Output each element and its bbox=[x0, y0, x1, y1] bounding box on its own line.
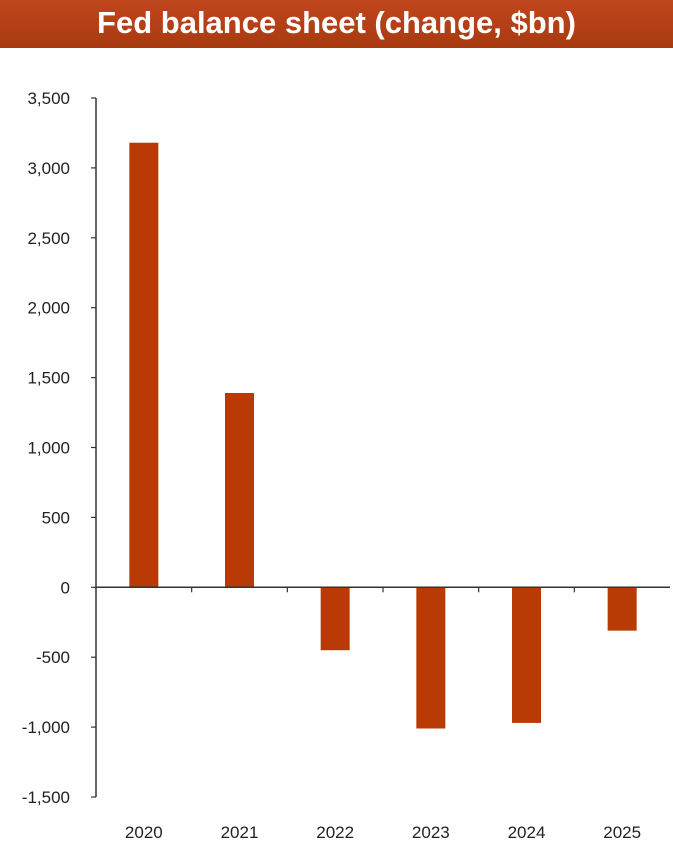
y-tick-label: 2,500 bbox=[27, 229, 70, 248]
bar-chart: 3,500 3,000 2,500 2,000 1,500 1,000 500 0 -500 -1… bbox=[22, 89, 670, 842]
bar-2024 bbox=[512, 587, 541, 723]
y-tick-label: 2,000 bbox=[27, 299, 70, 318]
y-tick-label: 1,500 bbox=[27, 369, 70, 388]
bar-2020 bbox=[129, 142, 159, 588]
y-tick-label: -1,500 bbox=[22, 788, 70, 807]
x-tick-label: 2023 bbox=[412, 823, 450, 842]
x-tick-label: 2025 bbox=[603, 823, 641, 842]
y-tick-label: 3,000 bbox=[27, 159, 70, 178]
y-tick-label: 500 bbox=[42, 508, 70, 527]
y-tick-label: 1,000 bbox=[27, 439, 70, 458]
x-tick-label: 2020 bbox=[125, 823, 163, 842]
bars bbox=[129, 142, 637, 729]
chart-title: Fed balance sheet (change, $bn) bbox=[0, 0, 673, 48]
x-tick-label: 2022 bbox=[316, 823, 354, 842]
y-tick-label: 0 bbox=[61, 578, 70, 597]
x-tick-label: 2024 bbox=[508, 823, 546, 842]
y-tick-label: -500 bbox=[36, 648, 70, 667]
y-tick-label: 3,500 bbox=[27, 89, 70, 108]
bar-2025 bbox=[607, 587, 637, 631]
x-tick-label: 2021 bbox=[221, 823, 259, 842]
x-axis: 2020 2021 2022 2023 2024 2025 bbox=[96, 586, 670, 842]
y-tick-label: -1,000 bbox=[22, 718, 70, 737]
bar-2023 bbox=[416, 587, 446, 729]
bar-2021 bbox=[225, 392, 254, 588]
bar-2022 bbox=[320, 587, 350, 651]
y-axis: 3,500 3,000 2,500 2,000 1,500 1,000 500 0 -500 -1… bbox=[22, 89, 97, 807]
